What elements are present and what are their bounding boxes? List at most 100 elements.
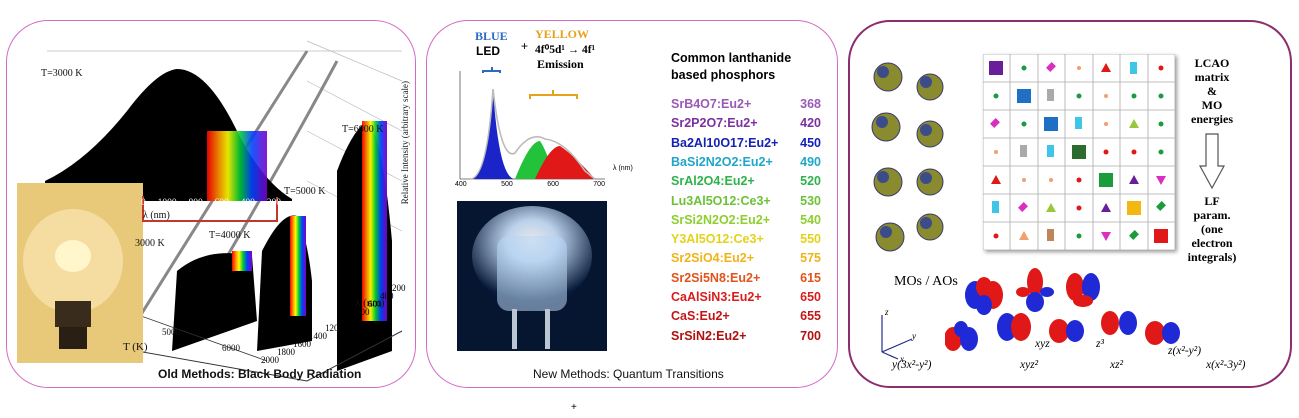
tick: 1800 [277,347,295,357]
t-axis-label: T (K) [123,341,148,353]
axis-y-label: y [912,331,916,341]
phosphor-row: SrAl2O4:Eu2+ 520 [671,174,821,188]
phosphor-row: Sr2Si5N8:Eu2+ 615 [671,271,821,285]
t-tick-6000: 6000 [222,343,240,353]
phosphor-formula: SrB4O7:Eu2+ [671,97,752,111]
orbital-label-xx23y2: x(x²-3y²) [1206,359,1246,371]
label-3000k-front: 3000 K [135,238,165,249]
tick: 1400 [309,331,327,341]
phosphor-wavelength: 700 [800,328,821,343]
phosphor-formula: Sr2SiO4:Eu2+ [671,251,755,266]
tick: 800 [188,198,203,208]
phosphor-row: Sr2P2O7:Eu2+ 420 [671,116,821,130]
lcao-line: & [1207,84,1217,98]
orbital-label-zx2y2: z(x²-y²) [1168,345,1202,357]
down-arrow-icon [1198,133,1226,190]
orbital-label-y3x2y2: y(3x²-y²) [892,359,932,371]
emission-label: Emission [537,57,584,71]
spectrum-xlabel: λ (nm) [613,165,633,172]
phosphor-row: SrB4O7:Eu2+ 368 [671,97,821,111]
lcao-text: LCAO matrix & MO energies [1180,56,1244,126]
axis-z-label: z [885,307,889,317]
phosphor-wavelength: 575 [800,251,821,266]
tick: 2000 [261,355,279,365]
label-lambda-front: λ (nm) [143,210,170,221]
phosphor-row: Y3Al5O12:Ce3+ 550 [671,232,821,246]
tick: 400 [455,181,467,188]
phosphor-wavelength: 450 [800,135,821,150]
lf-line: param. [1193,208,1231,222]
lcao-grid [982,53,1176,251]
lcao-line: LCAO [1194,56,1230,70]
phosphor-wavelength: 530 [800,193,821,208]
tick: 600 [368,299,382,309]
orbital-label-z3: z³ [1096,338,1104,350]
phosphor-formula: CaS:Eu2+ [671,309,730,324]
phosphor-wavelength: 490 [800,154,821,169]
lambda-axis-label: λ (nm) [355,297,385,309]
orbital-label-xyz2: xyz² [1020,359,1039,371]
yellow-label: YELLOW [535,27,590,41]
phosphor-heading-1: Common lanthanide [671,51,792,65]
blue-label: BLUE [475,29,508,43]
phosphor-formula: Sr2P2O7:Eu2+ [671,116,758,131]
y-axis-label: Relative Intensity (arbitrary scale) [400,81,410,205]
phosphor-row: CaAlSiN3:Eu2+ 650 [671,290,821,304]
phosphor-wavelength: 615 [800,270,821,285]
phosphor-row: BaSi2N2O2:Eu2+ 490 [671,155,821,169]
label-3000k-top: T=3000 K [41,68,83,79]
lf-line: LF [1204,194,1220,208]
led-label: LED [476,44,500,58]
phosphor-formula: SrSiN2:Eu2+ [671,328,747,343]
plus-sign: + [521,39,529,53]
panel-quantum-transitions: BLUE LED + YELLOW 4f⁰5d¹ → 4f¹ Emission … [426,20,838,388]
lf-line: electron [1191,236,1233,250]
phosphor-row: Sr2SiO4:Eu2+ 575 [671,251,821,265]
phosphor-wavelength: 650 [800,290,821,304]
phosphor-formula: CaAlSiN3:Eu2+ [671,290,762,304]
panel-black-body: T=3000 K T=6000 K T=5000 K T=4000 K 3000… [6,20,416,388]
led-spectrum [459,67,605,180]
phosphor-row: SrSiN2:Eu2+ 700 [671,329,821,343]
mo-orbitals [871,62,944,252]
phosphor-heading-2: based phosphors [671,68,776,82]
lcao-matrix [982,53,1176,251]
lcao-line: energies [1191,112,1233,126]
phosphor-row: SrSi2N2O2:Eu2+ 540 [671,213,821,227]
tick: 200 [392,283,406,293]
top-x-ticks: 0 1000 800 600 400 200 [141,198,281,208]
tick: 500 [501,181,513,188]
spectrum-ticks: 400 500 600 700 [455,181,605,188]
tick: 1000 [157,198,177,208]
tick: 1200 [325,323,343,333]
phosphor-row: Ba2Al10O17:Eu2+ 450 [671,136,821,150]
lf-text: LF param. (one electron integrals) [1176,194,1248,264]
mos-aos-label: MOs / AOs [894,274,958,289]
tick: 1000 [341,315,359,325]
lambda-ticks: 200 400 600 800 1000 1200 1400 1600 1800… [257,283,407,365]
tick: 1600 [293,339,311,349]
label-6000k: T=6000 K [342,124,384,135]
panel-lcao: LCAO matrix & MO energies LF param. (one… [848,20,1292,388]
phosphor-formula: BaSi2N2O2:Eu2+ [671,154,773,169]
tick: 800 [356,307,370,317]
phosphor-wavelength: 550 [800,232,821,247]
tick: 400 [240,198,255,208]
lf-line: integrals) [1187,250,1237,264]
tick: 200 [266,198,281,208]
tick: 600 [214,198,229,208]
t-tick-5000: 5000 [162,327,180,337]
phosphor-formula: Ba2Al10O17:Eu2+ [671,135,779,150]
panel2-caption: New Methods: Quantum Transitions [533,367,724,381]
axis-x-label: x [900,354,904,364]
phosphor-formula: Y3Al5O12:Ce3+ [671,232,764,247]
stray-plus-mark: + [571,402,577,413]
orbital-label-xz2: xz² [1110,359,1124,371]
led-photo [457,201,607,351]
phosphor-formula: SrSi2N2O2:Eu2+ [671,212,771,227]
phosphor-formula: Lu3Al5O12:Ce3+ [671,193,771,208]
phosphor-row: Lu3Al5O12:Ce3+ 530 [671,194,821,208]
axis-triad [881,315,913,360]
label-5000k: T=5000 K [284,186,326,197]
lcao-line: matrix [1194,70,1230,84]
